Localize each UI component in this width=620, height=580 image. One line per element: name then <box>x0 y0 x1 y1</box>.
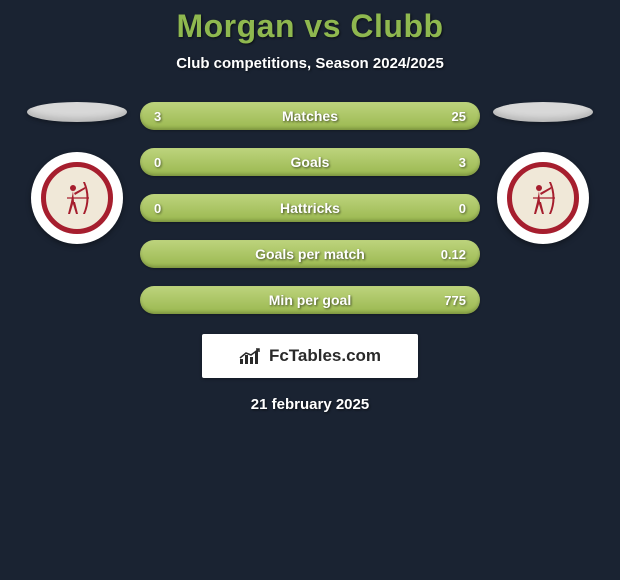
stat-left-value: 3 <box>154 109 190 124</box>
stat-label: Hattricks <box>190 200 430 216</box>
stat-row: 0 Goals 3 <box>140 148 480 176</box>
stat-right-value: 0.12 <box>430 247 466 262</box>
player-shadow-left <box>27 102 127 122</box>
title: Morgan vs Clubb <box>0 8 620 45</box>
stat-row: 0 Hattricks 0 <box>140 194 480 222</box>
team-badge-left <box>31 152 123 244</box>
stat-row: Min per goal 775 <box>140 286 480 314</box>
stat-label: Goals <box>190 154 430 170</box>
subtitle: Club competitions, Season 2024/2025 <box>0 55 620 72</box>
archer-icon <box>523 178 563 218</box>
stat-right-value: 3 <box>430 155 466 170</box>
team-badge-left-inner <box>41 162 113 234</box>
stat-label: Goals per match <box>190 246 430 262</box>
date: 21 february 2025 <box>0 396 620 413</box>
comparison-card: Morgan vs Clubb Club competitions, Seaso… <box>0 0 620 413</box>
source-logo: FcTables.com <box>202 334 418 378</box>
team-badge-right <box>497 152 589 244</box>
stat-row: 3 Matches 25 <box>140 102 480 130</box>
stat-left-value: 0 <box>154 155 190 170</box>
layout: 3 Matches 25 0 Goals 3 0 Hattricks 0 Goa… <box>0 102 620 314</box>
team-badge-right-inner <box>507 162 579 234</box>
stat-label: Matches <box>190 108 430 124</box>
left-column <box>22 102 132 244</box>
source-logo-text: FcTables.com <box>269 346 381 366</box>
stat-row: Goals per match 0.12 <box>140 240 480 268</box>
player-shadow-right <box>493 102 593 122</box>
stat-left-value: 0 <box>154 201 190 216</box>
stat-right-value: 775 <box>430 293 466 308</box>
right-column <box>488 102 598 244</box>
archer-icon <box>57 178 97 218</box>
stat-rows: 3 Matches 25 0 Goals 3 0 Hattricks 0 Goa… <box>140 102 480 314</box>
stat-label: Min per goal <box>190 292 430 308</box>
stat-right-value: 25 <box>430 109 466 124</box>
bar-chart-icon <box>239 347 263 365</box>
stat-right-value: 0 <box>430 201 466 216</box>
